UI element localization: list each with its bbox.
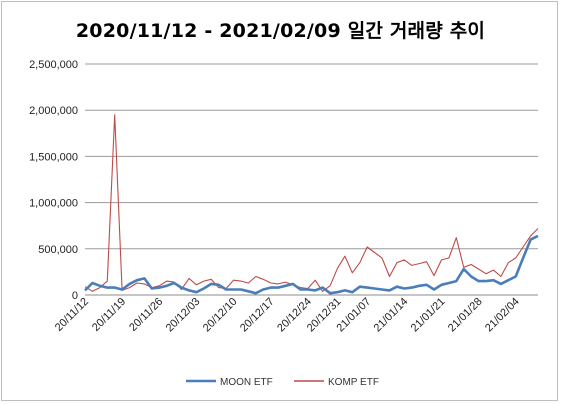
x-tick-label: 21/01/21 [409,296,448,335]
x-tick-label: 21/02/04 [483,296,522,335]
chart-title: 2020/11/12 - 2021/02/09 일간 거래량 추이 [75,20,486,42]
y-tick-label: 2,500,000 [29,59,78,71]
legend-label: MOON ETF [220,377,273,388]
x-tick-label: 20/11/19 [90,296,128,334]
x-tick-label: 21/01/28 [446,296,485,335]
x-tick-label: 21/01/14 [372,296,411,335]
x-tick-label: 20/11/26 [127,296,165,334]
series-line-moon-etf [84,234,539,295]
y-tick-label: 0 [72,290,78,302]
y-tick-label: 1,000,000 [29,198,78,210]
y-tick-label: 500,000 [38,244,78,256]
series-line-komp-etf [84,114,539,292]
x-tick-label: 20/12/03 [164,296,203,335]
y-tick-label: 2,000,000 [29,105,78,117]
y-tick-label: 1,500,000 [29,151,78,163]
legend-label: KOMP ETF [328,377,379,388]
x-tick-label: 20/12/17 [238,296,277,335]
x-tick-label: 20/12/10 [201,296,240,335]
